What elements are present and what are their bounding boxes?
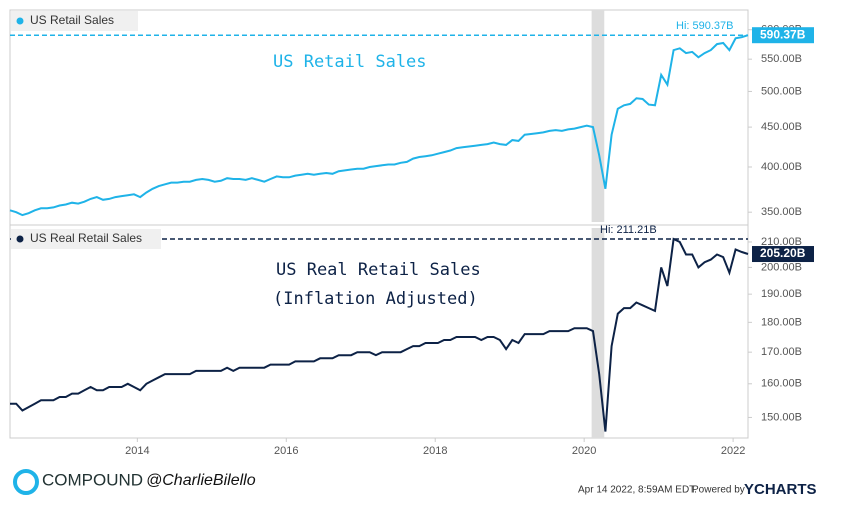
logo [13, 469, 39, 495]
y-tick-label: 350.00B [761, 206, 802, 218]
brand: COMPOUND [42, 470, 143, 489]
series-line [9, 34, 749, 217]
y-tick-label: 150.00B [761, 411, 802, 423]
x-tick-label: 2016 [274, 445, 298, 457]
y-tick-label: 400.00B [761, 161, 802, 173]
legend-dot [16, 17, 24, 25]
annotation: (Inflation Adjusted) [273, 289, 478, 309]
x-tick-label: 2020 [572, 445, 596, 457]
legend-dot [16, 235, 24, 243]
y-tick-label: 210.00B [761, 236, 802, 248]
last-value-box [752, 246, 814, 263]
x-tick-label: 2018 [423, 445, 447, 457]
legend-box [11, 11, 138, 31]
y-tick-label: 170.00B [761, 346, 802, 358]
hi-label: Hi: 211.21B [600, 224, 657, 236]
y-tick-label: 200.00B [761, 261, 802, 273]
last-value-label: 205.20B [760, 246, 806, 260]
y-tick-label: 500.00B [761, 85, 802, 97]
y-tick-label: 450.00B [761, 121, 802, 133]
legend-label: US Retail Sales [30, 13, 114, 27]
y-tick-label: 190.00B [761, 288, 802, 300]
powered: Powered by [692, 485, 745, 496]
legend-box [11, 229, 161, 249]
legend-label: US Real Retail Sales [30, 231, 142, 245]
y-tick-label: 180.00B [761, 316, 802, 328]
plot-border [9, 9, 749, 439]
x-tick-label: 2014 [125, 445, 149, 457]
recession-band [591, 10, 605, 222]
annotation: US Real Retail Sales [276, 260, 481, 280]
date: Apr 14 2022, 8:59AM EDT. [578, 485, 697, 496]
series-line [10, 237, 749, 432]
y-tick-label: 550.00B [761, 53, 802, 65]
source: YCHARTS [744, 481, 817, 498]
annotation: US Retail Sales [273, 52, 427, 72]
hi-label: Hi: 590.37B [676, 20, 733, 32]
handle: @CharlieBilello [146, 472, 256, 489]
last-value-box [752, 27, 814, 44]
y-tick-label: 160.00B [761, 378, 802, 390]
x-tick-label: 2022 [721, 445, 745, 457]
last-value-label: 590.37B [760, 27, 806, 41]
